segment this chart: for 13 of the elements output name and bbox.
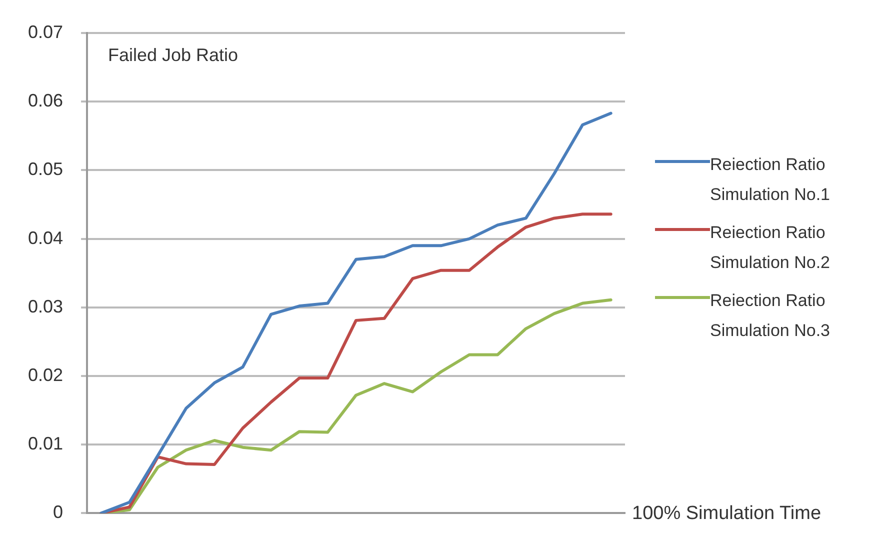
y-axis-title: Failed Job Ratio [108,45,238,66]
y-tick-label: 0 [53,502,64,522]
y-tick-label: 0.07 [28,22,64,42]
y-tick-label: 0.01 [28,434,64,454]
legend-label: Reiection Ratio Simulation No.1 [710,154,832,206]
y-tick-label: 0.04 [28,228,64,248]
y-tick-label: 0.05 [28,159,64,180]
legend-label: Reiection Ratio Simulation No.2 [710,222,832,274]
y-tick-label: 0.02 [28,364,64,385]
y-tick-label: 0.06 [28,90,64,111]
y-tick-label: 0.03 [28,296,64,316]
legend-label: Reiection Ratio Simulation No.3 [710,290,832,342]
x-axis-title: 100% Simulation Time [632,503,822,525]
